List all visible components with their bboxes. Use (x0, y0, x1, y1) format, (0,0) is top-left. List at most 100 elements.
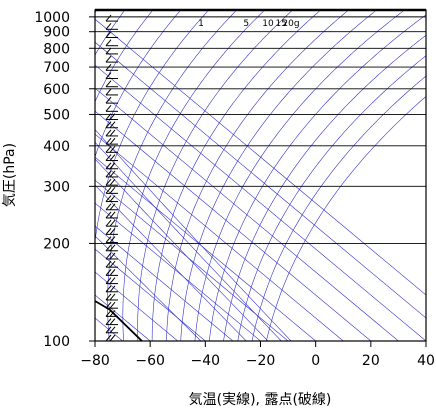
wind-barb-flag (105, 47, 112, 55)
wind-barb-flag (109, 187, 116, 194)
mixing-ratio-label: 10 (262, 19, 274, 29)
mixing-ratio-line (95, 141, 282, 341)
wind-barb (105, 146, 118, 153)
wind-barb-flag (109, 260, 116, 268)
wind-barb-flag (105, 334, 112, 342)
wind-barb (105, 178, 118, 186)
wind-barb (105, 277, 118, 285)
wind-barb (105, 129, 118, 137)
isotherm-line (95, 18, 426, 296)
y-tick-label: 200 (43, 236, 70, 252)
wind-barb (105, 219, 118, 227)
y-tick-label: 700 (43, 60, 70, 76)
dry-adiabat-line (266, 96, 426, 341)
wind-barb-flag (105, 195, 112, 202)
wind-barb-flag (105, 277, 112, 284)
wind-barb (105, 236, 118, 244)
wind-barb (105, 88, 118, 96)
dry-adiabat-line (137, 10, 293, 341)
y-tick-label: 500 (43, 107, 70, 123)
mixing-ratio-label: 1 (198, 19, 204, 29)
wind-barb-flag (105, 285, 112, 293)
x-tick-label: −40 (191, 353, 221, 369)
wind-barb-flag (109, 170, 116, 178)
wind-barb (105, 105, 118, 112)
wind-barb (105, 162, 118, 170)
wind-barb (105, 252, 118, 260)
wind-barb-flag (109, 211, 116, 219)
wind-barb-flag (105, 203, 112, 211)
wind-barb-flag (105, 88, 112, 96)
wind-barb (105, 203, 118, 211)
wind-barb (105, 244, 118, 252)
mixing-ratio-line (95, 129, 292, 341)
wind-barb-flag (105, 187, 112, 194)
wind-barb-flag (105, 293, 112, 301)
wind-barb-flag (109, 318, 116, 325)
wind-barb-flag (105, 252, 112, 260)
wind-barb (105, 80, 118, 88)
y-axis-title: 気圧(hPa) (2, 143, 18, 207)
wind-barb-flag (105, 63, 112, 71)
wind-barb-flag (109, 129, 116, 137)
wind-barb-flag (105, 310, 112, 317)
wind-barbs (105, 14, 118, 342)
x-tick-label: −80 (80, 353, 110, 369)
wind-barb (105, 260, 118, 268)
dry-adiabat-line (194, 10, 405, 341)
dry-adiabat-line (151, 10, 321, 341)
wind-barb (105, 170, 118, 178)
y-tick-label: 600 (43, 82, 70, 98)
wind-barb-flag (109, 310, 116, 317)
wind-barb-flag (109, 334, 116, 342)
wind-barb-flag (109, 228, 116, 235)
wind-barb (105, 269, 118, 276)
x-tick-label: −60 (135, 353, 165, 369)
mixing-ratio-label: 5 (243, 19, 249, 29)
wind-barb (105, 310, 118, 317)
wind-barb (105, 137, 118, 145)
wind-barb-flag (105, 170, 112, 178)
wind-barb (105, 63, 118, 71)
wind-barb-flag (105, 105, 112, 112)
wind-barb-flag (109, 203, 116, 211)
isotherm-line (95, 41, 426, 319)
isotherm-line (95, 133, 344, 341)
mixing-ratio-line (95, 184, 247, 341)
y-tick-label: 800 (43, 41, 70, 57)
wind-barb-flag (105, 22, 112, 30)
x-axis-ticks: −80 −60 −40 −20 0 20 40 (80, 341, 435, 369)
y-tick-label: 100 (43, 334, 70, 350)
dry-adiabat-line (166, 10, 349, 341)
wind-barb-flag (105, 72, 112, 79)
wind-barb (105, 31, 118, 39)
wind-barb-flag (105, 301, 112, 309)
wind-barb-flag (109, 121, 116, 129)
isotherm-line (95, 202, 261, 341)
wind-barb-flag (105, 121, 112, 129)
dry-adiabat-line (180, 10, 377, 341)
wind-barb-flag (105, 326, 112, 334)
dry-adiabat-line (95, 10, 154, 103)
wind-barb (105, 228, 118, 235)
wind-barb-flag (109, 326, 116, 334)
wind-barb (105, 211, 118, 219)
background-lines (95, 10, 426, 341)
wind-barb-flag (109, 195, 116, 202)
wind-barb (105, 22, 118, 30)
y-tick-label: 300 (43, 179, 70, 195)
wind-barb-flag (109, 285, 116, 293)
dry-adiabat-line (251, 75, 426, 341)
mixing-ratio-line (95, 158, 269, 341)
wind-barb-flag (109, 252, 116, 260)
mixing-ratio-label: 15 (276, 19, 287, 29)
wind-barb (105, 318, 118, 326)
y-tick-label: 1000 (34, 10, 70, 26)
wind-barb (105, 121, 118, 129)
wind-barb (105, 47, 118, 55)
wind-barb-flag (105, 129, 112, 137)
wind-barb-flag (109, 154, 116, 161)
wind-barb (105, 72, 118, 80)
mixing-ratio-label: 20g (282, 19, 299, 29)
